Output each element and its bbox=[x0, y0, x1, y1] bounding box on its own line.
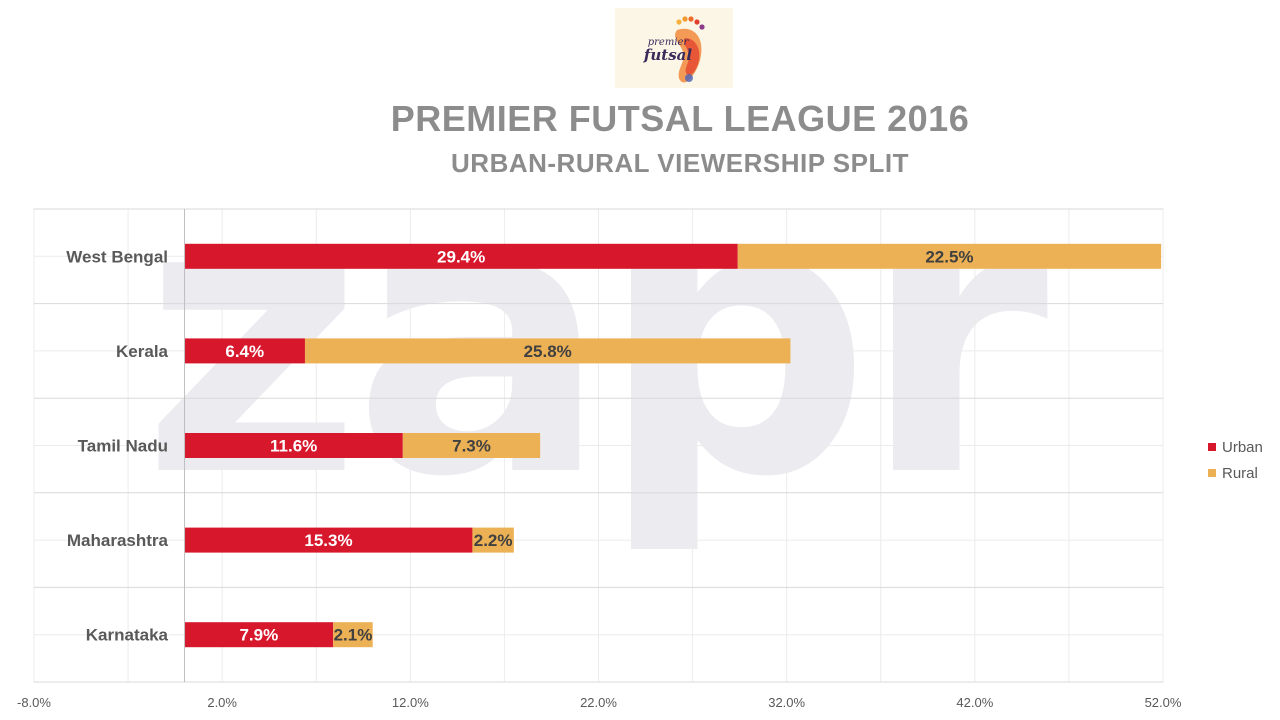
bar-rural bbox=[402, 433, 541, 458]
legend-item-rural: Rural bbox=[1208, 460, 1263, 486]
bar-rural bbox=[472, 527, 514, 553]
x-tick-label: 22.0% bbox=[580, 695, 617, 710]
data-label-urban: 29.4% bbox=[437, 247, 485, 266]
bar-rural bbox=[304, 338, 791, 364]
category-label: West Bengal bbox=[66, 247, 168, 266]
data-labels: 29.4% 22.5% 6.4% 25.8% 11.6% 7.3% 15.3% 2.2% 7.9… bbox=[225, 247, 973, 644]
legend-swatch-rural bbox=[1208, 469, 1216, 477]
chart-subtitle: URBAN-RURAL VIEWERSHIP SPLIT bbox=[451, 148, 909, 178]
footprint-icon bbox=[675, 16, 705, 83]
category-label: Tamil Nadu bbox=[78, 437, 168, 456]
category-label: Maharashtra bbox=[67, 531, 169, 550]
data-label-rural: 2.2% bbox=[474, 531, 513, 550]
legend-item-urban: Urban bbox=[1208, 434, 1263, 460]
x-tick-label: 52.0% bbox=[1145, 695, 1182, 710]
bar-rural bbox=[333, 622, 373, 648]
bar-urban bbox=[184, 527, 473, 553]
premier-futsal-logo: premier futsal bbox=[615, 8, 733, 88]
logo-line2: futsal bbox=[643, 46, 693, 64]
data-label-rural: 2.1% bbox=[334, 626, 373, 645]
logo-line1: premier bbox=[647, 37, 689, 48]
legend-label-rural: Rural bbox=[1222, 464, 1258, 482]
data-label-rural: 7.3% bbox=[452, 437, 491, 456]
category-label: Kerala bbox=[116, 342, 169, 361]
x-tick-label: 42.0% bbox=[956, 695, 993, 710]
bar-urban bbox=[184, 622, 334, 648]
bar-urban bbox=[184, 243, 738, 269]
chart-title: PREMIER FUTSAL LEAGUE 2016 bbox=[390, 98, 970, 139]
category-label: Karnataka bbox=[86, 626, 169, 645]
data-label-urban: 15.3% bbox=[304, 531, 352, 550]
x-tick-label: -8.0% bbox=[17, 695, 51, 710]
data-label-rural: 25.8% bbox=[524, 342, 572, 361]
legend-label-urban: Urban bbox=[1222, 438, 1263, 456]
bar-urban bbox=[184, 433, 403, 458]
legend-swatch-urban bbox=[1208, 443, 1216, 451]
data-label-urban: 6.4% bbox=[225, 342, 264, 361]
x-tick-label: 2.0% bbox=[207, 695, 237, 710]
bar-urban bbox=[184, 338, 305, 364]
legend: Urban Rural bbox=[1208, 434, 1263, 486]
x-tick-label: 32.0% bbox=[768, 695, 805, 710]
data-label-urban: 7.9% bbox=[239, 626, 278, 645]
bars bbox=[184, 243, 1162, 648]
data-label-rural: 22.5% bbox=[925, 247, 973, 266]
x-tick-label: 12.0% bbox=[392, 695, 429, 710]
axes: -8.0% 2.0% 12.0% 22.0% 32.0% 42.0% 52.0% West B… bbox=[17, 209, 1182, 710]
data-label-urban: 11.6% bbox=[270, 437, 317, 456]
bar-rural bbox=[737, 243, 1162, 269]
logo-wordmark: premier futsal bbox=[643, 38, 693, 63]
